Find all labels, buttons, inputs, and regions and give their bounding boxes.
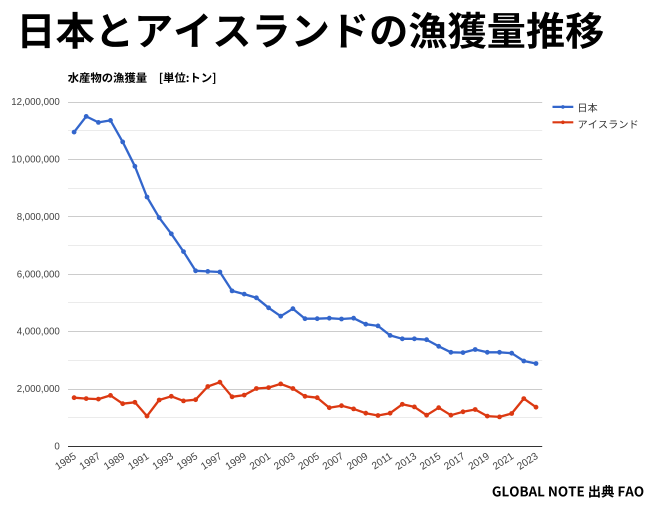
svg-text:0: 0 [54,442,60,453]
svg-text:2,000,000: 2,000,000 [17,384,61,395]
svg-text:8,000,000: 8,000,000 [17,212,61,223]
svg-text:12,000,000: 12,000,000 [11,97,60,108]
svg-text:4,000,000: 4,000,000 [17,327,61,338]
svg-text:6,000,000: 6,000,000 [17,269,61,280]
svg-text:10,000,000: 10,000,000 [11,154,60,165]
